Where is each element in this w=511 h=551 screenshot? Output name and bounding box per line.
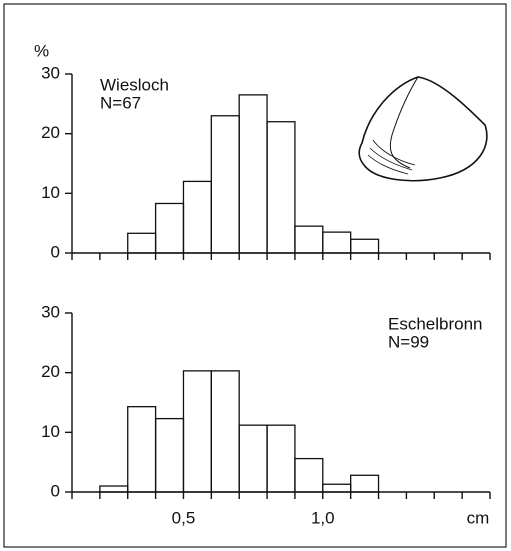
y-tick-label: 10 <box>41 183 60 202</box>
histogram-bar <box>350 238 380 254</box>
y-tick-label: 10 <box>41 422 60 441</box>
y-tick-label: 0 <box>51 481 60 500</box>
annotation: N=67 <box>100 93 141 112</box>
histogram-bar <box>294 457 324 493</box>
y-axis-label: % <box>34 41 49 60</box>
histogram-bar <box>238 94 268 254</box>
x-tick-label: 0,5 <box>172 508 196 527</box>
histogram-bar <box>294 225 324 254</box>
histogram-bar <box>210 370 240 493</box>
frame <box>3 3 507 548</box>
histogram-bar <box>266 121 296 254</box>
histogram-bar <box>266 424 296 493</box>
y-tick-label: 20 <box>41 123 60 142</box>
x-tick-label: 1,0 <box>311 508 335 527</box>
histogram-bar <box>350 474 380 493</box>
histogram-bar <box>210 115 240 254</box>
y-tick-label: 30 <box>41 302 60 321</box>
annotation: Wiesloch <box>100 75 169 94</box>
histogram-bar <box>322 483 352 493</box>
histogram-bar <box>154 417 185 493</box>
annotation: N=99 <box>388 332 429 351</box>
histogram-bar <box>322 231 352 254</box>
y-tick-label: 0 <box>51 242 60 261</box>
annotation: Eschelbronn <box>388 314 483 333</box>
shell-illustration <box>358 76 488 182</box>
histogram-bar <box>182 180 212 254</box>
histogram-bar <box>99 485 129 493</box>
histogram-bar <box>127 232 157 254</box>
y-tick-label: 20 <box>41 362 60 381</box>
y-tick-label: 30 <box>41 63 60 82</box>
histogram-bar <box>182 370 212 493</box>
x-axis-label: cm <box>467 508 490 527</box>
histogram-bar <box>154 202 185 254</box>
histogram-bar <box>127 406 157 493</box>
histogram-bar <box>238 424 268 493</box>
